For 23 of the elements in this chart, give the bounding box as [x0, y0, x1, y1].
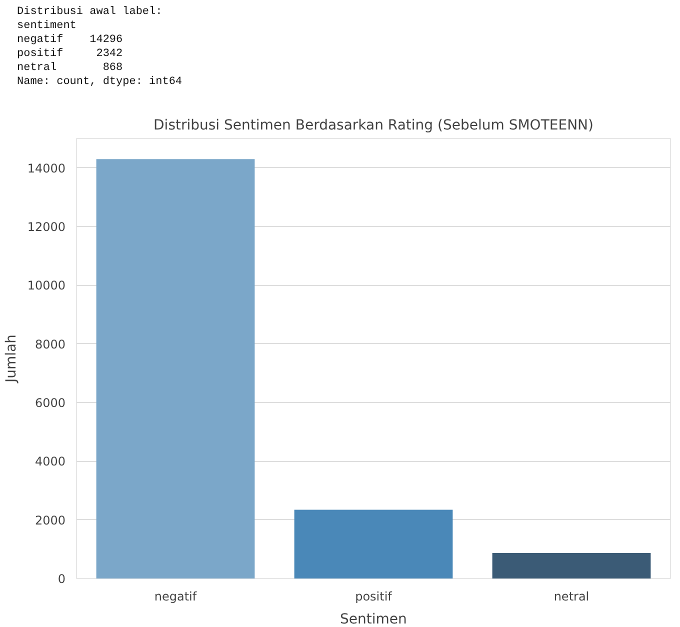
bar — [294, 510, 453, 578]
y-tick-label: 12000 — [27, 220, 66, 234]
y-tick-label: 14000 — [27, 161, 66, 176]
y-tick-label: 10000 — [27, 278, 66, 293]
text: Name: count, dtype: int64 — [17, 76, 182, 88]
y-tick-label: 6000 — [34, 396, 66, 410]
bar — [492, 553, 651, 578]
text: Distribusi awal label: — [17, 6, 162, 18]
x-axis-title: Sentimen — [340, 612, 407, 627]
y-tick-label: 2000 — [34, 513, 66, 528]
text: negatif 14296 — [17, 34, 123, 46]
text: positif 2342 — [17, 48, 123, 60]
y-tick-label: 4000 — [34, 454, 66, 469]
text: netral 868 — [17, 62, 123, 74]
text: sentiment — [17, 20, 76, 32]
x-tick-label: negatif — [154, 590, 198, 604]
y-axis-title: Jumlah — [3, 334, 20, 384]
x-tick-label: positif — [355, 590, 393, 604]
y-tick-label: 8000 — [34, 337, 66, 352]
bar — [96, 159, 255, 578]
x-tick-label: netral — [554, 590, 590, 604]
chart-title: Distribusi Sentimen Berdasarkan Rating (Sebelum SMOTEENN) — [154, 118, 594, 134]
y-tick-label: 0 — [58, 572, 66, 586]
